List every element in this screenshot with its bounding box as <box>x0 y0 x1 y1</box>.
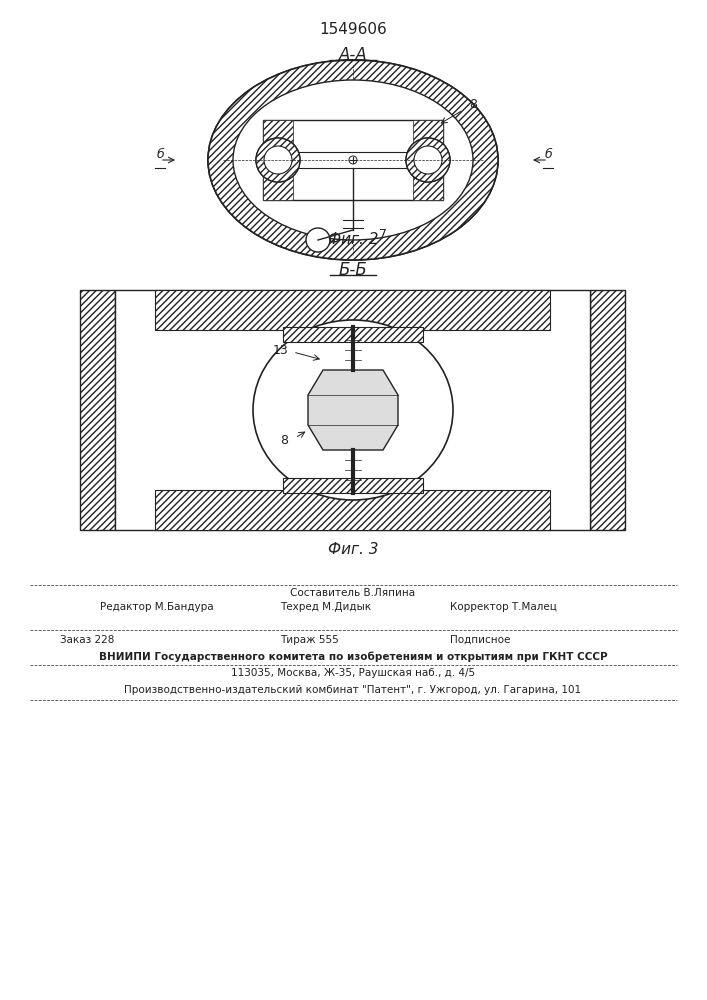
Text: 113035, Москва, Ж-35, Раушская наб., д. 4/5: 113035, Москва, Ж-35, Раушская наб., д. … <box>231 668 475 678</box>
Text: ВНИИПИ Государственного комитета по изобретениям и открытиям при ГКНТ СССР: ВНИИПИ Государственного комитета по изоб… <box>99 652 607 662</box>
Text: б: б <box>156 148 164 161</box>
Bar <box>115 290 590 530</box>
Bar <box>263 120 443 200</box>
Circle shape <box>256 138 300 182</box>
Text: 7: 7 <box>379 229 387 241</box>
Bar <box>293 152 413 168</box>
Text: Фиг. 3: Фиг. 3 <box>328 542 378 558</box>
Text: Техред М.Дидык: Техред М.Дидык <box>280 602 371 612</box>
Bar <box>283 327 423 342</box>
Bar <box>263 120 293 200</box>
Bar <box>80 290 115 530</box>
Text: 8: 8 <box>469 99 477 111</box>
Ellipse shape <box>253 320 453 500</box>
Text: Редактор М.Бандура: Редактор М.Бандура <box>100 602 214 612</box>
Circle shape <box>414 146 442 174</box>
Text: 13: 13 <box>272 344 288 357</box>
Text: Корректор Т.Малец: Корректор Т.Малец <box>450 602 557 612</box>
Text: Тираж 555: Тираж 555 <box>280 635 339 645</box>
Polygon shape <box>308 370 398 450</box>
Ellipse shape <box>208 60 498 260</box>
Text: Составитель В.Ляпина: Составитель В.Ляпина <box>291 588 416 598</box>
Bar <box>283 478 423 493</box>
Circle shape <box>306 228 330 252</box>
Text: А-А: А-А <box>339 46 368 64</box>
Bar <box>590 290 625 530</box>
Ellipse shape <box>208 60 498 260</box>
Text: 8: 8 <box>280 434 288 446</box>
Text: Б-Б: Б-Б <box>339 261 368 279</box>
Circle shape <box>256 138 300 182</box>
Text: Заказ 228: Заказ 228 <box>60 635 115 645</box>
Text: Производственно-издательский комбинат "Патент", г. Ужгород, ул. Гагарина, 101: Производственно-издательский комбинат "П… <box>124 685 582 695</box>
Circle shape <box>406 138 450 182</box>
Bar <box>155 490 550 530</box>
Circle shape <box>349 156 357 164</box>
Text: Фиг. 2: Фиг. 2 <box>328 232 378 247</box>
Circle shape <box>406 138 450 182</box>
Text: Подписное: Подписное <box>450 635 510 645</box>
Bar <box>155 290 550 330</box>
Text: 1549606: 1549606 <box>319 22 387 37</box>
Text: б: б <box>544 148 552 161</box>
Ellipse shape <box>233 80 473 240</box>
Circle shape <box>264 146 292 174</box>
Bar <box>413 120 443 200</box>
